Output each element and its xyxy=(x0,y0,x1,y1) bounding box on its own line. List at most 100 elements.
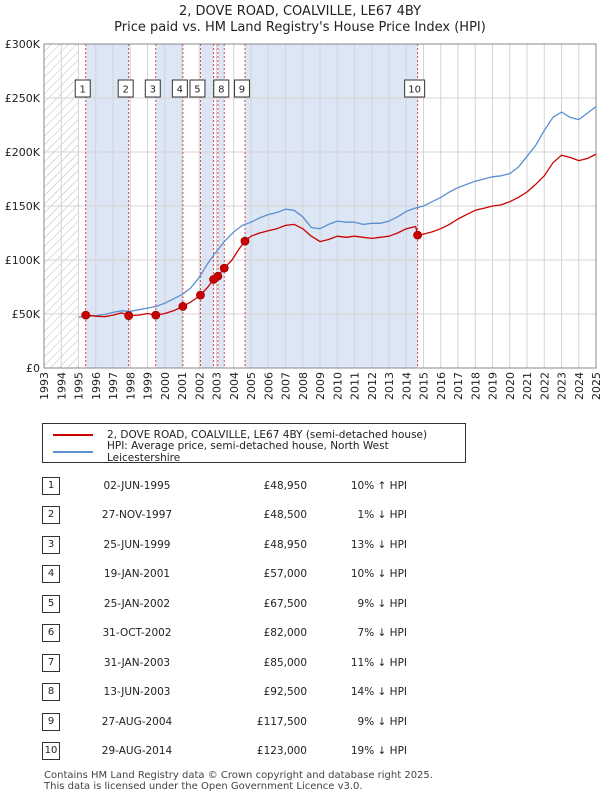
sale-label-frame xyxy=(189,79,206,98)
sale-number: 8 xyxy=(42,683,60,702)
sale-point xyxy=(81,310,91,320)
sale-date: 13-JUN-2003 xyxy=(103,686,171,699)
sale-point xyxy=(124,311,134,321)
sale-number: 9 xyxy=(42,712,60,731)
sale-label-text: 2 xyxy=(123,85,129,96)
sale-date: 29-AUG-2014 xyxy=(101,745,173,758)
sale-date-cell: 31-JAN-2003 xyxy=(82,648,192,678)
table-row: 2 27-NOV-1997 £48,500 1% ↓ HPI xyxy=(42,501,407,531)
x-tick-label: 2009 xyxy=(314,372,327,400)
sale-hpi-diff: 14% ↓ HPI xyxy=(350,686,407,699)
sale-price: £117,500 xyxy=(256,715,307,728)
table-row: 10 29-AUG-2014 £123,000 19% ↓ HPI xyxy=(42,737,407,767)
sale-price-cell: £117,500 xyxy=(192,707,307,737)
x-tick-label: 2000 xyxy=(159,372,172,400)
sale-date: 02-JUN-1995 xyxy=(103,479,171,492)
sale-point xyxy=(151,310,161,320)
footer-copyright: Contains HM Land Registry data © Crown c… xyxy=(44,770,433,781)
x-tick-label: 2011 xyxy=(349,372,362,400)
sale-hpi-diff: 9% ↓ HPI xyxy=(357,715,407,728)
sale-price: £85,000 xyxy=(263,656,307,669)
x-tick-label: 2024 xyxy=(573,372,586,400)
sale-point xyxy=(240,236,250,246)
sale-hpi-diff-cell: 10% ↑ HPI xyxy=(307,471,407,501)
sale-label-box: 1 xyxy=(74,79,91,98)
sale-hpi-diff: 11% ↓ HPI xyxy=(350,656,407,669)
sale-label-frame xyxy=(74,79,91,98)
sale-number: 2 xyxy=(42,506,60,525)
chart-title: 2, DOVE ROAD, COALVILLE, LE67 4BY xyxy=(178,4,422,19)
sale-number-cell: 10 xyxy=(42,737,82,767)
chart-legend: 2, DOVE ROAD, COALVILLE, LE67 4BY (semi-… xyxy=(42,423,466,464)
legend-label-hpi: HPI: Average price, semi-detached house,… xyxy=(106,440,389,464)
sale-label-text: 4 xyxy=(177,85,183,96)
sale-point xyxy=(413,230,423,240)
sale-price: £57,000 xyxy=(263,568,307,581)
sale-label-box: 10 xyxy=(404,79,426,98)
sale-number-cell: 4 xyxy=(42,560,82,590)
sales-table: 1 02-JUN-1995 £48,950 10% ↑ HPI 2 27-NOV-1997… xyxy=(42,471,407,766)
legend-swatch-hpi xyxy=(53,451,93,453)
sale-hpi-diff-cell: 7% ↓ HPI xyxy=(307,619,407,649)
x-tick-label: 1993 xyxy=(38,372,51,400)
y-tick-label: £0 xyxy=(26,362,40,375)
y-tick-label: £150K xyxy=(5,200,41,213)
x-tick-label: 2018 xyxy=(469,372,482,400)
sale-price-cell: £67,500 xyxy=(192,589,307,619)
sale-label-box: 9 xyxy=(233,79,250,98)
table-row: 8 13-JUN-2003 £92,500 14% ↓ HPI xyxy=(42,678,407,708)
sale-price: £92,500 xyxy=(263,686,307,699)
hpi-series-line xyxy=(78,106,597,318)
sale-label-text: 3 xyxy=(150,85,156,96)
sale-label-frame xyxy=(213,79,230,98)
x-tick-label: 2013 xyxy=(383,372,396,400)
sale-price-cell: £85,000 xyxy=(192,648,307,678)
sale-number: 7 xyxy=(42,653,60,672)
sale-price: £48,500 xyxy=(263,509,307,522)
sale-number: 3 xyxy=(42,535,60,554)
x-tick-label: 1995 xyxy=(73,372,86,400)
sale-price: £123,000 xyxy=(256,745,307,758)
x-tick-label: 2016 xyxy=(435,372,448,400)
x-tick-label: 2006 xyxy=(262,372,275,400)
sale-hpi-diff-cell: 10% ↓ HPI xyxy=(307,560,407,590)
sale-hpi-diff-cell: 19% ↓ HPI xyxy=(307,737,407,767)
sale-label-box: 2 xyxy=(117,79,134,98)
footer-licence: This data is licensed under the Open Gov… xyxy=(44,781,363,792)
sale-hpi-diff: 13% ↓ HPI xyxy=(350,538,407,551)
x-tick-label: 2014 xyxy=(400,372,413,400)
y-tick-label: £200K xyxy=(5,146,41,159)
sale-hpi-diff: 1% ↓ HPI xyxy=(357,509,407,522)
sale-label-frame xyxy=(233,79,250,98)
sale-date-cell: 27-AUG-2004 xyxy=(82,707,192,737)
y-tick-label: £100K xyxy=(5,254,41,267)
sale-date-cell: 31-OCT-2002 xyxy=(82,619,192,649)
x-tick-label: 2015 xyxy=(418,372,431,400)
y-tick-label: £50K xyxy=(12,308,41,321)
sale-point xyxy=(178,302,188,311)
sale-number: 10 xyxy=(42,742,60,761)
sale-number-cell: 3 xyxy=(42,530,82,560)
legend-swatch-property xyxy=(53,434,93,436)
sale-price-cell: £82,000 xyxy=(192,619,307,649)
sale-hpi-diff-cell: 11% ↓ HPI xyxy=(307,648,407,678)
sale-hpi-diff-cell: 9% ↓ HPI xyxy=(307,589,407,619)
table-row: 3 25-JUN-1999 £48,950 13% ↓ HPI xyxy=(42,530,407,560)
property-series-line xyxy=(85,153,597,318)
sale-label-text: 1 xyxy=(80,85,86,96)
x-tick-label: 1999 xyxy=(142,372,155,400)
sale-number-cell: 9 xyxy=(42,707,82,737)
sale-date: 25-JAN-2002 xyxy=(103,597,171,610)
x-tick-label: 2008 xyxy=(297,372,310,400)
x-tick-label: 2001 xyxy=(176,372,189,400)
sale-price: £48,950 xyxy=(263,479,307,492)
sale-date: 27-NOV-1997 xyxy=(101,509,173,522)
sale-price: £82,000 xyxy=(263,627,307,640)
x-tick-label: 2003 xyxy=(211,372,224,400)
sale-hpi-diff-cell: 13% ↓ HPI xyxy=(307,530,407,560)
x-tick-label: 1994 xyxy=(55,372,68,400)
sale-price-cell: £48,500 xyxy=(192,501,307,531)
sale-label-frame xyxy=(117,79,134,98)
x-tick-label: 1996 xyxy=(90,372,103,400)
x-tick-label: 1998 xyxy=(124,372,137,400)
